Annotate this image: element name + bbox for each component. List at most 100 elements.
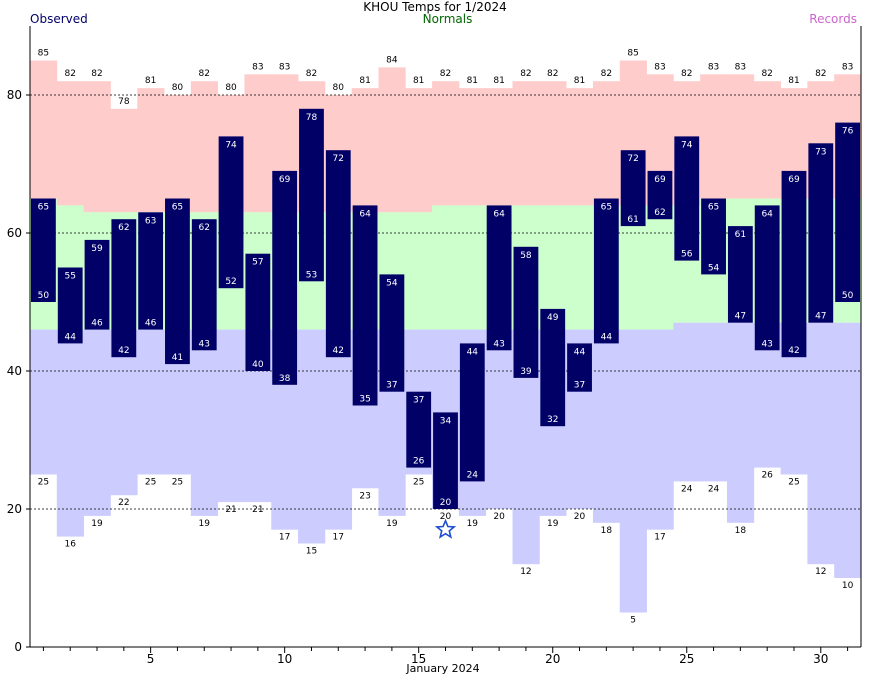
- observed-bar: [808, 143, 834, 323]
- observed-low-label: 42: [788, 346, 799, 356]
- observed-low-label: 42: [333, 346, 344, 356]
- record-high-band: [753, 81, 781, 199]
- value-labels: 65 50 85 25 55 44 82 16 59 46 82 19 62 42 78 22 63 46 81 25…: [38, 49, 854, 626]
- record-star-icon: [434, 518, 457, 539]
- record-low-label: 25: [172, 478, 183, 488]
- record-low-band: [83, 329, 111, 516]
- observed-bar: [138, 212, 164, 330]
- observed-bar: [459, 343, 485, 482]
- observed-high-label: 78: [306, 113, 318, 123]
- normal-band: [566, 205, 594, 330]
- record-high-band: [592, 81, 621, 206]
- observed-low-label: 50: [842, 291, 854, 301]
- observed-bar: [272, 170, 298, 385]
- observed-bar: [620, 150, 646, 227]
- observed-low-label: 61: [627, 215, 638, 225]
- observed-low-label: 46: [145, 319, 157, 329]
- record-low-label: 17: [333, 533, 344, 543]
- record-high-label: 82: [306, 69, 317, 79]
- record-high-label: 82: [440, 69, 451, 79]
- record-high-band: [512, 81, 540, 206]
- observed-bar: [57, 267, 83, 344]
- record-low-label: 20: [574, 512, 586, 522]
- observed-high-label: 61: [735, 230, 746, 240]
- record-high-band: [244, 74, 272, 213]
- record-low-label: 21: [225, 505, 236, 515]
- observed-low-label: 47: [815, 312, 826, 322]
- record-high-label: 81: [359, 76, 370, 86]
- record-high-band: [164, 95, 192, 213]
- observed-bar: [540, 308, 566, 427]
- observed-high-label: 34: [440, 416, 452, 426]
- record-high-label: 82: [91, 69, 102, 79]
- observed-high-label: 74: [225, 140, 237, 150]
- observed-low-label: 37: [574, 381, 585, 391]
- record-low-band: [190, 329, 219, 516]
- observed-bar: [191, 219, 217, 351]
- legend-observed: Observed: [30, 12, 88, 26]
- record-low-label: 12: [520, 567, 531, 577]
- legend-normals: Normals: [422, 12, 473, 26]
- record-low-band: [673, 322, 701, 482]
- observed-bar: [781, 170, 807, 358]
- observed-high-label: 64: [359, 209, 371, 219]
- observed-high-label: 57: [252, 258, 263, 268]
- observed-low-label: 54: [708, 263, 720, 273]
- observed-low-label: 62: [654, 208, 665, 218]
- observed-bar: [647, 170, 673, 220]
- record-low-label: 19: [386, 519, 398, 529]
- observed-bar: [433, 412, 458, 509]
- observed-low-label: 38: [279, 374, 291, 384]
- observed-high-label: 37: [413, 396, 424, 406]
- observed-bars: [31, 108, 860, 509]
- observed-bar: [593, 198, 619, 344]
- x-tick-label: 20: [545, 652, 560, 666]
- record-high-band: [566, 88, 594, 206]
- observed-high-label: 62: [199, 223, 210, 233]
- record-low-band: [324, 329, 353, 530]
- record-high-band: [83, 81, 111, 213]
- normal-band: [432, 205, 460, 330]
- observed-low-label: 43: [493, 339, 504, 349]
- record-high-label: 81: [493, 76, 504, 86]
- normal-band: [458, 205, 487, 330]
- record-high-band: [137, 88, 165, 213]
- record-high-label: 83: [735, 62, 746, 72]
- record-low-band: [834, 322, 862, 578]
- observed-high-label: 76: [842, 127, 854, 137]
- record-high-label: 82: [815, 69, 826, 79]
- observed-high-label: 72: [627, 154, 638, 164]
- x-tick-label: 30: [813, 652, 828, 666]
- observed-bar: [165, 198, 190, 365]
- observed-low-label: 50: [38, 291, 50, 301]
- observed-bar: [754, 205, 780, 351]
- record-high-label: 85: [38, 49, 49, 59]
- observed-low-label: 46: [91, 319, 103, 329]
- observed-low-label: 47: [735, 312, 746, 322]
- normal-band: [646, 205, 674, 330]
- observed-low-label: 41: [172, 353, 183, 363]
- observed-low-label: 26: [413, 457, 425, 467]
- observed-high-label: 63: [145, 216, 156, 226]
- observed-low-label: 39: [520, 367, 532, 377]
- observed-bar: [835, 122, 860, 302]
- y-tick-label: 60: [7, 226, 22, 240]
- record-low-label: 5: [630, 616, 636, 626]
- observed-bar: [218, 136, 244, 289]
- record-high-label: 81: [467, 76, 478, 86]
- record-high-band: [30, 60, 58, 199]
- record-high-label: 82: [520, 69, 531, 79]
- x-tick-label: 10: [277, 652, 292, 666]
- record-high-band: [405, 88, 433, 213]
- record-high-label: 82: [199, 69, 210, 79]
- record-low-label: 25: [413, 478, 424, 488]
- y-tick-label: 40: [7, 364, 22, 378]
- observed-high-label: 64: [493, 209, 505, 219]
- observed-low-label: 24: [467, 470, 479, 480]
- record-low-label: 20: [493, 512, 505, 522]
- observed-low-label: 40: [252, 360, 264, 370]
- record-high-label: 82: [681, 69, 692, 79]
- observed-low-label: 37: [386, 381, 397, 391]
- observed-bar: [325, 150, 351, 358]
- record-high-label: 80: [172, 83, 184, 93]
